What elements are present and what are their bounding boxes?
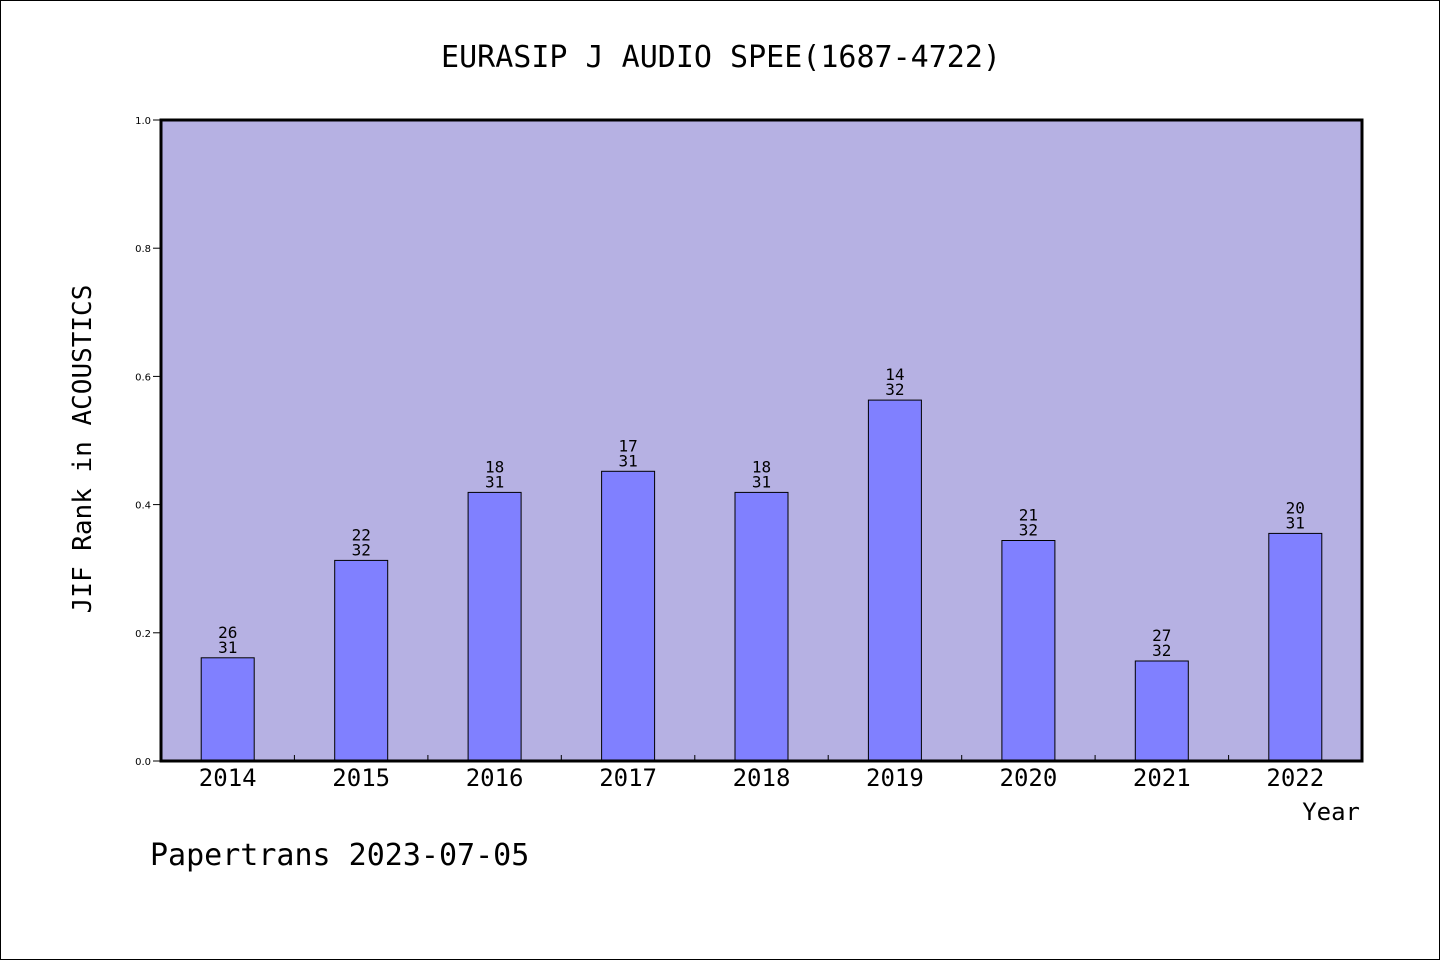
bar-label-total-2019: 32 bbox=[885, 380, 904, 399]
bar-label-total-2018: 31 bbox=[752, 472, 771, 491]
x-tick-label-2019: 2019 bbox=[866, 764, 924, 792]
bar-2021 bbox=[1134, 660, 1189, 762]
y-tick-label: 0.2 bbox=[135, 629, 151, 640]
y-tick-label: 0.4 bbox=[135, 501, 151, 512]
x-tick-label-2017: 2017 bbox=[599, 764, 657, 792]
x-ticks-group: 2014 2015 2016 2017 2018 2019 2020 2021 2022 bbox=[199, 755, 1324, 792]
bar-label-total-2015: 32 bbox=[352, 540, 371, 559]
bar-label-rank-2017: 17 bbox=[618, 436, 637, 455]
y-tick-label: 0.8 bbox=[135, 244, 151, 255]
x-tick-label-2021: 2021 bbox=[1133, 764, 1191, 792]
bar-label-total-2016: 31 bbox=[485, 472, 504, 491]
footer-text: Papertrans 2023-07-05 bbox=[150, 838, 529, 873]
bar-label-rank-2020: 21 bbox=[1019, 506, 1038, 525]
bar-label-total-2021: 32 bbox=[1152, 641, 1171, 660]
x-tick-label-2016: 2016 bbox=[466, 764, 524, 792]
bar-label-total-2020: 32 bbox=[1019, 521, 1038, 540]
bars-group bbox=[200, 399, 1323, 762]
bar-2020 bbox=[1001, 540, 1056, 762]
bar-label-rank-2016: 18 bbox=[485, 457, 504, 476]
bar-label-rank-2019: 14 bbox=[885, 365, 904, 384]
y-tick-label: 1.0 bbox=[135, 116, 151, 127]
bar-label-total-2017: 31 bbox=[618, 451, 637, 470]
x-tick-label-2018: 2018 bbox=[733, 764, 791, 792]
bar-label-rank-2022: 20 bbox=[1286, 498, 1305, 517]
bar-2018 bbox=[734, 491, 789, 762]
y-ticks-group: 0.0 0.2 0.4 0.6 0.8 1.0 bbox=[135, 116, 161, 768]
bar-2014 bbox=[200, 657, 255, 762]
bar-label-rank-2018: 18 bbox=[752, 457, 771, 476]
bar-label-total-2014: 31 bbox=[218, 638, 237, 657]
bar-2022 bbox=[1268, 532, 1323, 762]
bar-label-total-2022: 31 bbox=[1286, 513, 1305, 532]
x-tick-label-2020: 2020 bbox=[1000, 764, 1058, 792]
x-tick-label-2015: 2015 bbox=[332, 764, 390, 792]
x-tick-label-2014: 2014 bbox=[199, 764, 257, 792]
bar-2019 bbox=[867, 399, 922, 762]
bar-label-rank-2015: 22 bbox=[352, 525, 371, 544]
x-tick-label-2022: 2022 bbox=[1266, 764, 1324, 792]
bar-2015 bbox=[334, 559, 389, 762]
y-axis-label: JIF Rank in ACOUSTICS bbox=[68, 285, 98, 614]
bar-2016 bbox=[467, 491, 522, 762]
bar-2017 bbox=[601, 470, 656, 762]
x-axis-label: Year bbox=[1302, 798, 1360, 826]
chart-title: EURASIP J AUDIO SPEE(1687-4722) bbox=[441, 40, 1001, 75]
bar-label-rank-2014: 26 bbox=[218, 623, 237, 642]
y-tick-label: 0.6 bbox=[135, 372, 151, 383]
y-tick-label: 0.0 bbox=[135, 757, 151, 768]
plot-border bbox=[159, 118, 1364, 763]
bar-label-rank-2021: 27 bbox=[1152, 626, 1171, 645]
